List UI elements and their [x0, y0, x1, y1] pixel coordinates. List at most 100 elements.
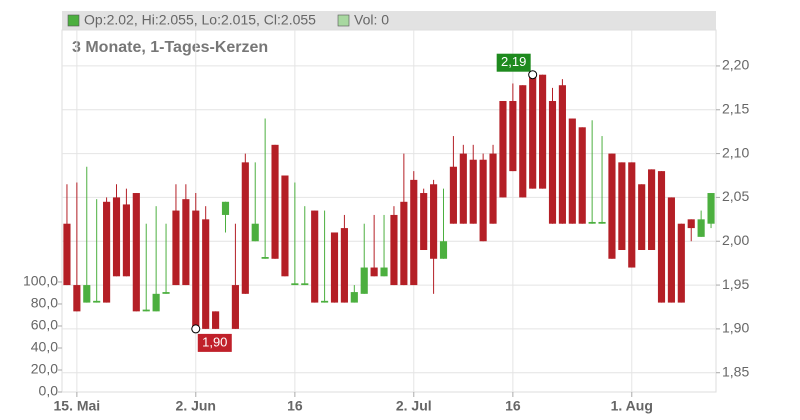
candle-body	[231, 285, 239, 329]
candle-body	[568, 118, 576, 224]
max-label-box	[496, 53, 531, 72]
candle-body	[311, 210, 319, 303]
chart-title: 3 Monate, 1-Tages-Kerzen	[72, 39, 268, 56]
y2-tick-label: 60,0	[31, 317, 58, 333]
x-tick-label: 16	[287, 398, 303, 414]
candle-body	[271, 144, 279, 259]
candle-body	[182, 199, 190, 286]
candle-body	[103, 201, 111, 303]
header-bar	[62, 11, 716, 30]
candle-body	[321, 300, 329, 303]
candle-body	[380, 267, 388, 277]
candle-body	[638, 184, 646, 251]
candle-body	[93, 300, 101, 303]
candle-body	[707, 193, 715, 224]
candle-body	[459, 153, 467, 224]
candle-body	[73, 285, 81, 312]
candle-body	[667, 197, 675, 303]
y-tick-label: 2,10	[722, 144, 749, 160]
legend-swatch	[67, 14, 80, 27]
candle-body	[519, 85, 527, 198]
candle-body	[360, 267, 368, 294]
candle-body	[152, 293, 160, 312]
candle-body	[509, 100, 517, 172]
candle-body	[63, 223, 71, 286]
legend-label: Op:2.02, Hi:2.055, Lo:2.015, Cl:2.055	[84, 12, 316, 28]
candle-body	[330, 232, 339, 303]
candle-body	[677, 223, 685, 303]
min-label-box	[197, 333, 232, 352]
candle-body	[281, 175, 289, 277]
candle-body	[261, 257, 269, 259]
candle-body	[202, 219, 210, 329]
min-marker	[191, 324, 201, 334]
candle-body	[608, 153, 616, 259]
candle-body	[132, 193, 140, 312]
candle-body	[400, 201, 408, 286]
candle-body	[192, 210, 200, 329]
plot-frame	[61, 29, 717, 393]
candle-body	[598, 221, 606, 224]
candle-body	[122, 204, 130, 277]
candle-body	[241, 162, 249, 294]
y-tick-label: 2,15	[722, 100, 749, 116]
candle-body	[489, 153, 497, 224]
y2-tick-label: 80,0	[31, 295, 58, 311]
candle-body	[390, 214, 398, 286]
candle-body	[430, 184, 438, 259]
max-marker	[528, 70, 538, 80]
candle-body	[588, 221, 596, 224]
candle-body	[479, 159, 487, 242]
candle-body	[172, 210, 180, 286]
candle-body	[301, 283, 309, 286]
candle-body	[420, 193, 428, 251]
y-tick-label: 1,85	[722, 363, 749, 379]
y-tick-label: 2,00	[722, 232, 749, 248]
candle-body	[499, 100, 507, 198]
legend-label: Vol: 0	[354, 12, 389, 28]
candle-body	[251, 223, 259, 242]
max-label: 2,19	[501, 54, 526, 69]
candle-body	[618, 162, 626, 251]
y-tick-label: 2,20	[722, 57, 749, 73]
y2-tick-label: 0,0	[39, 383, 59, 399]
candle-body	[578, 127, 586, 224]
x-tick-label: 15. Mai	[54, 398, 101, 414]
candle-body	[212, 311, 220, 329]
candle-body	[548, 100, 557, 224]
candle-body	[558, 85, 566, 224]
candle-body	[142, 309, 150, 312]
x-tick-label: 16	[505, 398, 521, 414]
y2-tick-label: 40,0	[31, 339, 58, 355]
candle-body	[410, 179, 418, 286]
candle-body	[449, 166, 457, 224]
candle-body	[628, 162, 636, 268]
y2-tick-label: 100,0	[23, 273, 58, 289]
candle-body	[697, 219, 705, 237]
y-tick-label: 2,05	[722, 188, 749, 204]
candle-body	[340, 228, 348, 303]
candle-body	[83, 285, 91, 303]
candle-body	[112, 197, 121, 277]
candle-body	[648, 169, 656, 251]
candle-body	[687, 219, 695, 229]
candle-body	[657, 171, 666, 303]
candle-body	[539, 74, 547, 189]
y-tick-label: 1,90	[722, 320, 749, 336]
x-tick-label: 2. Jun	[176, 398, 216, 414]
y-tick-label: 1,95	[722, 276, 749, 292]
candle-body	[439, 241, 448, 259]
candle-body	[529, 74, 537, 189]
y2-tick-label: 20,0	[31, 361, 58, 377]
candle-body	[162, 292, 170, 294]
candle-body	[291, 283, 299, 286]
candle-body	[370, 267, 378, 277]
candle-body	[221, 201, 230, 215]
x-tick-label: 2. Jul	[396, 398, 432, 414]
candle-body	[469, 159, 477, 224]
legend-swatch	[337, 14, 350, 27]
x-tick-label: 1. Aug	[611, 398, 653, 414]
min-label: 1,90	[202, 334, 227, 349]
